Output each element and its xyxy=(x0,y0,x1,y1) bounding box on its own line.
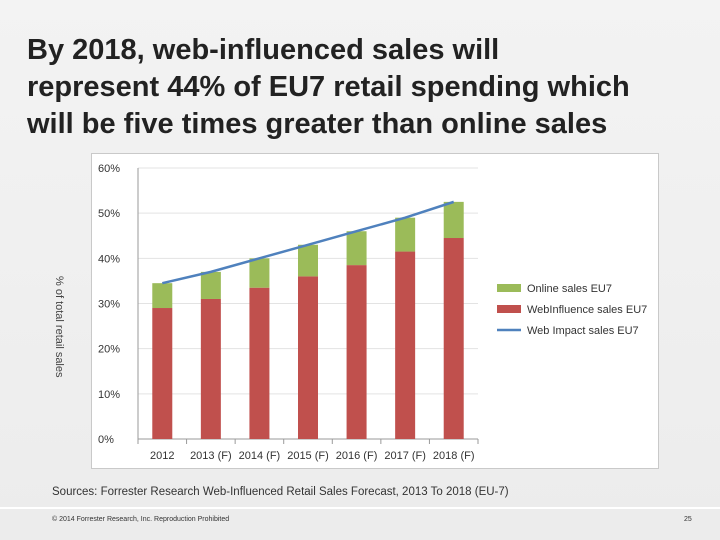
slide-title: By 2018, web-influenced sales will repre… xyxy=(27,32,707,143)
webinfluence-sales-bar xyxy=(200,298,221,439)
legend-swatch xyxy=(497,305,521,313)
webinfluence-sales-bar xyxy=(249,287,270,439)
x-tick-label: 2018 (F) xyxy=(433,450,475,462)
webinfluence-sales-bar xyxy=(346,265,367,439)
y-tick-label: 40% xyxy=(98,253,120,265)
x-tick-label: 2015 (F) xyxy=(287,450,329,462)
online-sales-bar xyxy=(298,244,318,277)
x-tick-label: 2014 (F) xyxy=(239,450,281,462)
y-tick-label: 60% xyxy=(98,163,120,175)
online-sales-bar xyxy=(200,271,221,299)
webinfluence-sales-bar xyxy=(152,308,173,439)
x-tick-label: 2017 (F) xyxy=(384,450,426,462)
title-line-1: By 2018, web-influenced sales will xyxy=(27,34,500,66)
title-line-3: will be five times greater than online s… xyxy=(27,108,608,140)
online-sales-bar xyxy=(249,258,270,288)
online-sales-bar xyxy=(395,217,416,252)
source-note: Sources: Forrester Research Web-Influenc… xyxy=(52,486,509,498)
online-sales-bar xyxy=(443,201,464,239)
y-tick-label: 30% xyxy=(98,299,120,311)
x-tick-label: 2016 (F) xyxy=(336,450,378,462)
footer-divider xyxy=(0,507,720,509)
y-tick-label: 10% xyxy=(98,389,120,401)
legend-label: Web Impact sales EU7 xyxy=(527,325,639,337)
y-tick-label: 20% xyxy=(98,344,120,356)
web-impact-sales-line xyxy=(162,200,455,285)
title-line-2: represent 44% of EU7 retail spending whi… xyxy=(27,71,630,103)
legend-label: WebInfluence sales EU7 xyxy=(527,304,647,316)
legend-swatch xyxy=(497,284,521,292)
webinfluence-sales-bar xyxy=(395,251,416,439)
webinfluence-sales-bar xyxy=(443,238,464,439)
copyright-notice: © 2014 Forrester Research, Inc. Reproduc… xyxy=(52,516,230,523)
online-sales-bar xyxy=(152,283,173,309)
y-tick-label: 50% xyxy=(98,208,120,220)
x-tick-label: 2012 xyxy=(150,450,174,462)
chart-frame xyxy=(91,153,659,469)
y-axis-label: % of total retail sales xyxy=(53,276,65,378)
legend-label: Online sales EU7 xyxy=(527,283,612,295)
online-sales-bar xyxy=(346,231,367,266)
webinfluence-sales-bar xyxy=(298,276,318,439)
x-tick-label: 2013 (F) xyxy=(190,450,232,462)
y-tick-label: 0% xyxy=(98,434,114,446)
page-number: 25 xyxy=(684,516,692,523)
